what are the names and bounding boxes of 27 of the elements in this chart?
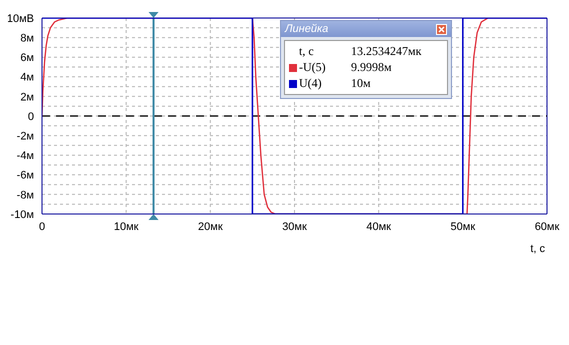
- annotation: 9.9998м: [351, 60, 393, 75]
- x-tick-label: 60мк: [534, 220, 560, 233]
- annotation: t, c: [298, 44, 315, 59]
- x-tick-label: 40мк: [366, 220, 392, 233]
- y-tick-label: 10мВ: [6, 12, 34, 25]
- y-tick-label: -10м: [10, 208, 34, 221]
- x-axis-title: t, c: [530, 243, 546, 255]
- y-tick-label: 2м: [20, 91, 34, 104]
- legend-label: U(4): [298, 76, 323, 91]
- y-tick-label: 0: [28, 110, 34, 123]
- annotation: 13.2534247мк: [351, 44, 422, 59]
- y-tick-label: 6м: [20, 52, 34, 64]
- legend-label: -U(5): [298, 60, 327, 75]
- x-tick-label: 0: [38, 220, 46, 233]
- annotation: 10м: [351, 76, 372, 91]
- y-tick-label: -4м: [16, 150, 34, 162]
- x-tick-label: 20мк: [198, 220, 223, 233]
- x-tick-label: 30мк: [282, 220, 307, 233]
- y-tick-label: -6м: [16, 170, 34, 182]
- x-tick-label: 50мк: [450, 220, 476, 233]
- y-tick-label: -2м: [16, 130, 34, 143]
- y-tick-label: 4м: [20, 72, 34, 84]
- legend-title: Линейка: [285, 23, 328, 35]
- y-tick-label: 8м: [20, 32, 34, 45]
- x-tick-label: 10мк: [114, 220, 139, 233]
- line-series: [42, 18, 547, 214]
- y-tick-label: -8м: [16, 189, 34, 202]
